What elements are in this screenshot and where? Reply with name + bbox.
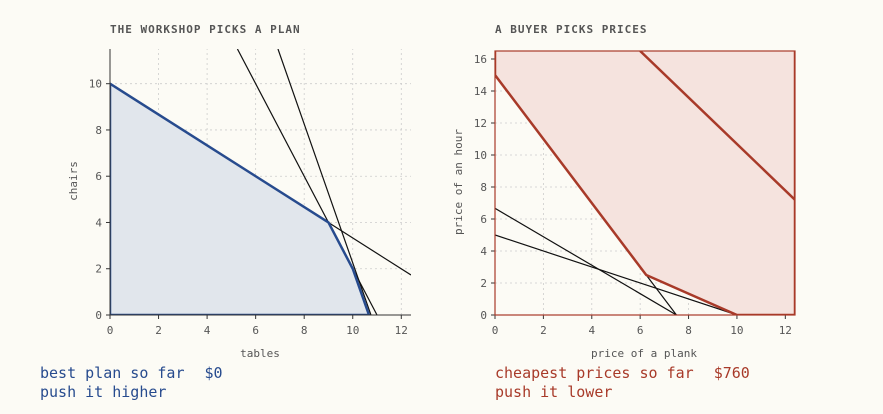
price-x-tick-label: 2 bbox=[540, 324, 547, 337]
plan-region-boundary bbox=[110, 82, 371, 315]
price-x-tick-label: 0 bbox=[492, 324, 499, 337]
price-constraint-line-2 bbox=[495, 234, 738, 315]
price-plot-border bbox=[494, 50, 796, 316]
plan-feasible-region bbox=[110, 83, 370, 315]
price-x-axis-label: price of a plank bbox=[591, 347, 697, 360]
price-y-tick-label: 16 bbox=[474, 53, 487, 66]
price-x-tick-label: 10 bbox=[730, 324, 743, 337]
plan-x-tick-label: 6 bbox=[252, 324, 259, 337]
plan-status: best plan so far $0 push it higher bbox=[40, 364, 223, 402]
plan-y-tick-label: 4 bbox=[95, 216, 102, 229]
price-x-tick-label: 8 bbox=[685, 324, 692, 337]
plan-x-axis-label: tables bbox=[240, 347, 280, 360]
price-y-tick-label: 6 bbox=[480, 213, 487, 226]
plan-x-tick-label: 8 bbox=[301, 324, 308, 337]
plan-hint: push it higher bbox=[40, 383, 167, 401]
best-plan-label: best plan so far bbox=[40, 364, 185, 382]
plan-status-row: best plan so far $0 bbox=[40, 364, 223, 383]
left-panel-title: THE WORKSHOP PICKS A PLAN bbox=[110, 23, 301, 36]
plan-y-tick-label: 2 bbox=[95, 263, 102, 276]
price-x-tick-label: 4 bbox=[588, 324, 595, 337]
right-panel-title: A BUYER PICKS PRICES bbox=[495, 23, 648, 36]
price-y-tick-label: 0 bbox=[480, 309, 487, 322]
plan-constraint-line-2 bbox=[277, 49, 372, 315]
price-region-boundary bbox=[495, 51, 795, 315]
cheapest-prices-value: $760 bbox=[713, 364, 750, 382]
plan-chart[interactable]: 0 2 4 6 8 10 12 0 2 4 6 8 10 bbox=[89, 49, 411, 337]
price-y-tick-label: 8 bbox=[480, 181, 487, 194]
cheapest-prices-label: cheapest prices so far bbox=[495, 364, 694, 382]
best-plan-value: $0 bbox=[204, 364, 223, 382]
price-x-tick-label: 12 bbox=[779, 324, 792, 337]
price-status: cheapest prices so far $760 push it lower bbox=[495, 364, 750, 402]
plan-y-axis-label: chairs bbox=[67, 161, 80, 201]
plan-y-tick-label: 0 bbox=[95, 309, 102, 322]
price-y-tick-label: 12 bbox=[474, 117, 487, 130]
plan-x-tick-label: 10 bbox=[346, 324, 359, 337]
price-constraint-line-0 bbox=[495, 207, 677, 315]
price-plot-area bbox=[495, 51, 795, 315]
price-x-tick-label: 6 bbox=[637, 324, 644, 337]
plan-plot-area bbox=[110, 49, 411, 315]
price-y-tick-label: 4 bbox=[480, 245, 487, 258]
price-objective-line bbox=[639, 51, 795, 201]
plan-x-tick-label: 2 bbox=[155, 324, 162, 337]
price-feasible-region bbox=[495, 51, 795, 315]
price-chart[interactable]: 0 2 4 6 8 10 12 0 2 4 6 8 10 12 14 16 bbox=[474, 50, 796, 337]
price-y-axis-label: price of an hour bbox=[452, 129, 465, 235]
plan-y-tick-label: 6 bbox=[95, 170, 102, 183]
plan-x-tick-label: 0 bbox=[107, 324, 114, 337]
price-hint: push it lower bbox=[495, 383, 613, 401]
price-status-row: cheapest prices so far $760 bbox=[495, 364, 750, 383]
plan-y-tick-label: 10 bbox=[89, 78, 102, 91]
plan-y-tick-label: 8 bbox=[95, 124, 102, 137]
price-y-tick-label: 10 bbox=[474, 149, 487, 162]
plan-x-tick-label: 12 bbox=[395, 324, 408, 337]
price-y-tick-label: 2 bbox=[480, 277, 487, 290]
plan-x-tick-label: 4 bbox=[204, 324, 211, 337]
price-y-tick-label: 14 bbox=[474, 85, 488, 98]
